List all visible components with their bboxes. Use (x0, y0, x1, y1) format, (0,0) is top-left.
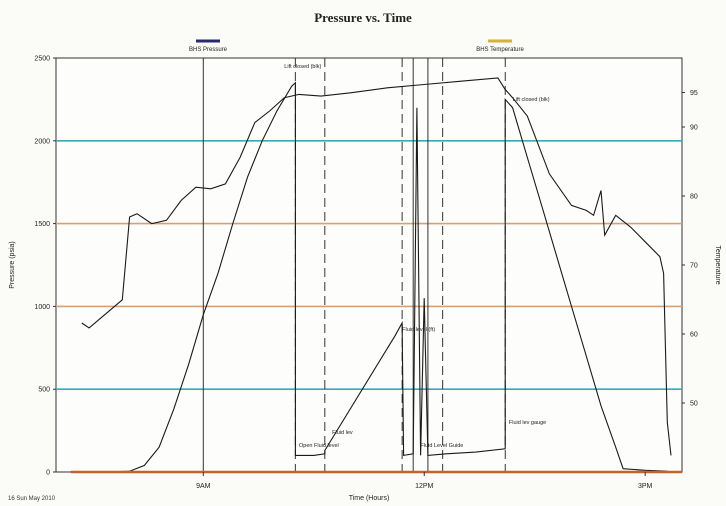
annotation-label: Fluid lev gauge (509, 420, 546, 426)
x-axis-label: Time (Hours) (349, 495, 390, 502)
annotation-label: Fluid level (ft) (402, 327, 435, 333)
y-right-tick-label: 50 (690, 401, 698, 408)
y-tick-label: 1000 (34, 304, 50, 311)
annotation-label: Lift closed (blk) (284, 64, 321, 70)
series-line (81, 77, 672, 456)
y-right-tick-label: 95 (690, 90, 698, 97)
y-tick-label: 500 (38, 387, 50, 394)
y-right-axis-label: Temperature (714, 245, 721, 284)
y-tick-label: 2000 (34, 138, 50, 145)
chart-title: Pressure vs. Time (314, 10, 412, 25)
y-right-tick-label: 70 (690, 263, 698, 270)
y-tick-label: 0 (46, 470, 50, 477)
y-right-tick-label: 80 (690, 194, 698, 201)
x-tick-label: 12PM (415, 483, 433, 490)
annotation-label: Lift closed (blk) (513, 97, 550, 103)
plot-frame (55, 57, 683, 473)
y-tick-label: 1500 (34, 221, 50, 228)
legend-label: BHS Pressure (189, 47, 228, 53)
y-right-tick-label: 90 (690, 125, 698, 132)
x-tick-label: 9AM (196, 483, 211, 490)
annotation-label: Fluid lev (332, 430, 353, 436)
series-line (92, 81, 668, 473)
legend-label: BHS Temperature (476, 47, 524, 53)
y-axis-label: Pressure (psia) (9, 241, 16, 288)
annotation-label: Open Fluid level (299, 443, 339, 449)
y-tick-label: 2500 (34, 56, 50, 63)
x-tick-label: 3PM (638, 483, 653, 490)
annotation-label: Fluid Level Guide (421, 443, 464, 449)
y-right-tick-label: 60 (690, 332, 698, 339)
footer-date: 16 Sun May 2010 (8, 496, 56, 502)
